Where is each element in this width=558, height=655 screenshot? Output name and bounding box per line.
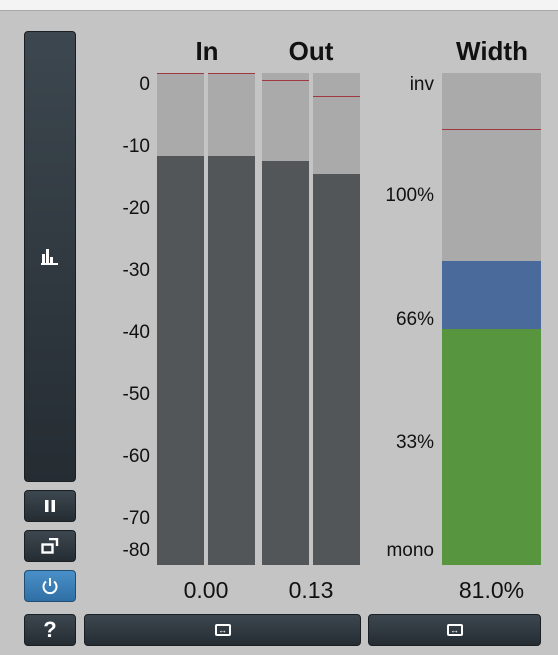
db-tick-label: -80 bbox=[122, 540, 150, 561]
width-tick-label: inv bbox=[409, 74, 434, 95]
in-header: In bbox=[195, 36, 219, 66]
peak-hold-line bbox=[262, 80, 309, 82]
width-readout: 81.0% bbox=[458, 577, 525, 603]
db-tick-label: -40 bbox=[122, 322, 150, 343]
width-tick-label: 33% bbox=[395, 432, 434, 453]
help-button[interactable]: ? bbox=[24, 614, 76, 646]
external-window-icon bbox=[41, 538, 59, 554]
help-label: ? bbox=[43, 617, 57, 642]
output-readout: 0.13 bbox=[288, 577, 334, 603]
peak-hold-line bbox=[157, 73, 204, 74]
out-header: Out bbox=[288, 36, 334, 66]
peak-hold-line bbox=[313, 95, 360, 97]
db-tick-label: -20 bbox=[122, 198, 150, 219]
input-readout: 0.00 bbox=[183, 577, 229, 603]
db-tick-label: -70 bbox=[122, 508, 150, 529]
pause-button[interactable] bbox=[24, 490, 76, 522]
pause-icon bbox=[45, 500, 55, 512]
width-tick-label: 100% bbox=[385, 185, 434, 206]
db-tick-label: -60 bbox=[122, 446, 150, 467]
input-meter-right bbox=[208, 73, 255, 565]
bar-graph-icon bbox=[41, 248, 58, 265]
horizontal-resize-icon: ↔ bbox=[446, 624, 463, 636]
meter-level-fill bbox=[157, 156, 204, 565]
width-tick-label: mono bbox=[386, 540, 434, 561]
db-tick-label: -10 bbox=[122, 136, 150, 157]
db-tick-label: 0 bbox=[139, 74, 150, 95]
width-tick-label: 66% bbox=[395, 309, 434, 330]
power-button[interactable] bbox=[24, 570, 76, 602]
width-meter-green-segment bbox=[442, 328, 541, 565]
input-meter-left bbox=[157, 73, 204, 565]
db-tick-label: -30 bbox=[122, 260, 150, 281]
meter-level-fill bbox=[262, 160, 309, 565]
width-header: Width bbox=[456, 36, 528, 66]
analyzer-toggle-button[interactable] bbox=[24, 31, 76, 482]
output-meter-left bbox=[262, 73, 309, 565]
top-strip bbox=[0, 0, 558, 11]
meter-level-fill bbox=[208, 156, 255, 565]
peak-hold-line bbox=[208, 73, 255, 74]
width-meter bbox=[442, 73, 541, 565]
width-resize-button[interactable]: ↔ bbox=[368, 614, 541, 646]
detach-window-button[interactable] bbox=[24, 530, 76, 562]
db-tick-label: -50 bbox=[122, 384, 150, 405]
width-peak-line bbox=[442, 128, 541, 130]
output-meter-right bbox=[313, 73, 360, 565]
meters-resize-button[interactable]: ↔ bbox=[84, 614, 361, 646]
horizontal-resize-icon: ↔ bbox=[214, 624, 231, 636]
meter-level-fill bbox=[313, 173, 360, 565]
width-meter-blue-segment bbox=[442, 261, 541, 329]
power-icon bbox=[42, 578, 58, 595]
